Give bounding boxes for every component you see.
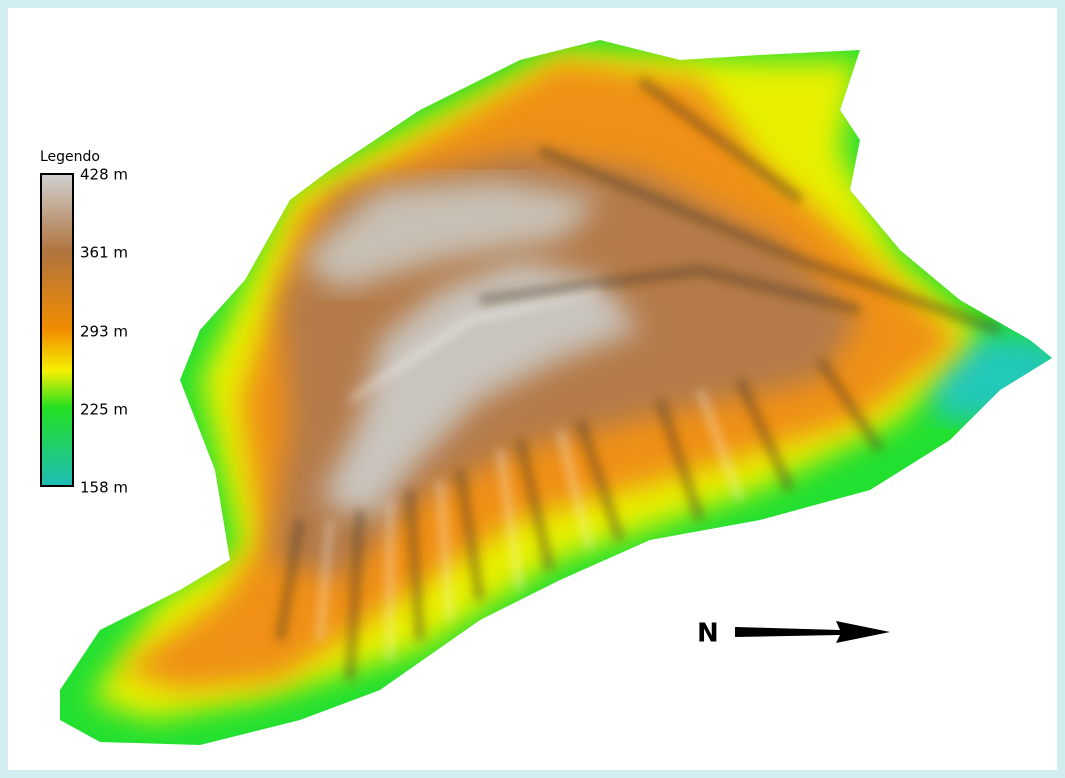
legend-label: 158 m [80,479,128,497]
north-arrow: N [697,619,890,649]
legend-label: 225 m [80,401,128,419]
legend-label: 361 m [80,244,128,262]
legend-label: 428 m [80,166,128,184]
legend-color-bar [40,173,74,487]
north-label: N [697,619,719,649]
legend-label: 293 m [80,323,128,341]
legend: Legendo 428 m 361 m 293 m 225 m 158 m [40,149,128,497]
legend-title: Legendo [40,149,100,165]
arrow [735,621,890,643]
